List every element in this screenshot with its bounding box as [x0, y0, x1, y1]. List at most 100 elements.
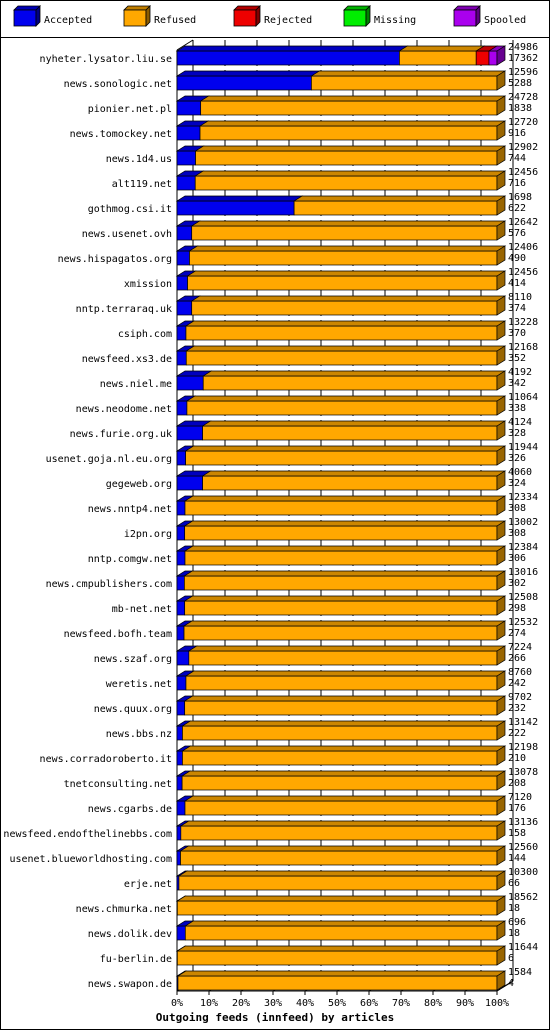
- bar-side: [496, 720, 506, 741]
- category-label: alt119.net: [112, 179, 172, 190]
- bar-side: [496, 220, 506, 241]
- category-label: usenet.blueworldhosting.com: [9, 854, 172, 865]
- bar-top-accepted: [175, 195, 304, 202]
- bar-top-refused: [183, 695, 507, 702]
- category-label: news.cgarbs.de: [88, 804, 172, 815]
- category-label: gothmog.csi.it: [88, 204, 172, 215]
- bar-segment-accepted: [176, 525, 186, 541]
- bar-top-refused: [194, 170, 507, 177]
- bar-side: [496, 820, 506, 841]
- value-label-second: 622: [508, 203, 526, 214]
- legend-swatch-side: [145, 5, 151, 27]
- bar-top-refused: [184, 445, 507, 452]
- bar-segment-accepted: [176, 475, 203, 491]
- value-label-second: 274: [508, 628, 526, 639]
- value-label-second: 324: [508, 478, 526, 489]
- bar-top-refused: [176, 945, 507, 952]
- bar-top-refused: [182, 620, 507, 627]
- value-label-total: 11644: [508, 942, 538, 953]
- bar-segment-refused: [185, 350, 498, 366]
- bar-segment-refused: [200, 100, 498, 116]
- bar-top-refused: [183, 520, 507, 527]
- x-axis-end: [496, 980, 514, 992]
- legend-swatch: [123, 9, 147, 27]
- value-label-second: 208: [508, 778, 526, 789]
- bar-side: [496, 70, 506, 91]
- value-label-second: 18: [508, 928, 520, 939]
- bar-side: [496, 595, 506, 616]
- value-label-total: 12508: [508, 592, 538, 603]
- bar-top-refused: [186, 270, 507, 277]
- bar-segment-accepted: [176, 350, 187, 366]
- legend-label: Refused: [154, 15, 196, 26]
- bar-segment-refused: [176, 950, 498, 966]
- bar-top-refused: [184, 920, 507, 927]
- bar-segment-refused: [180, 850, 498, 866]
- value-label-total: 1584: [508, 967, 532, 978]
- value-label-total: 13142: [508, 717, 538, 728]
- bar-side: [496, 245, 506, 266]
- category-label: news.usenet.ovh: [82, 229, 172, 240]
- value-label-second: 414: [508, 278, 526, 289]
- x-tick-label: 10%: [200, 998, 218, 1009]
- bar-segment-accepted: [176, 850, 181, 866]
- bar-side: [496, 570, 506, 591]
- value-label-total: 4124: [508, 417, 532, 428]
- bar-top-refused: [176, 970, 507, 977]
- value-label-total: 12596: [508, 67, 538, 78]
- bar-top-refused: [190, 295, 507, 302]
- value-label-total: 10300: [508, 867, 538, 878]
- legend-swatch-side: [255, 5, 261, 27]
- bar-segment-accepted: [176, 300, 193, 316]
- x-tick-label: 70%: [392, 998, 410, 1009]
- bar-side: [496, 795, 506, 816]
- bar-side: [496, 45, 506, 66]
- category-label: news.bbs.nz: [106, 729, 172, 740]
- category-label: news.1d4.us: [106, 154, 172, 165]
- bar-side: [496, 295, 506, 316]
- bar-segment-refused: [176, 900, 498, 916]
- value-label-second: 328: [508, 428, 526, 439]
- bar-segment-refused: [184, 925, 498, 941]
- value-label-second: 308: [508, 528, 526, 539]
- x-tick-label: 0%: [171, 998, 183, 1009]
- bar-side: [496, 395, 506, 416]
- value-label-second: 374: [508, 303, 526, 314]
- bar-side: [496, 770, 506, 791]
- value-label-total: 24728: [508, 92, 538, 103]
- bar-side: [496, 545, 506, 566]
- bar-segment-refused: [183, 625, 498, 641]
- bar-segment-refused: [184, 800, 498, 816]
- value-label-total: 12456: [508, 167, 538, 178]
- bar-side: [496, 945, 506, 966]
- bar-top-refused: [398, 45, 486, 52]
- value-label-second: 916: [508, 128, 526, 139]
- bar-segment-refused: [184, 700, 498, 716]
- legend-swatch-side: [365, 5, 371, 27]
- category-label: i2pn.org: [124, 529, 172, 540]
- bar-segment-accepted: [176, 425, 203, 441]
- value-label-total: 12642: [508, 217, 538, 228]
- value-label-second: 302: [508, 578, 526, 589]
- value-label-second: 352: [508, 353, 526, 364]
- bar-segment-accepted: [176, 400, 188, 416]
- category-label: xmission: [124, 279, 172, 290]
- value-label-second: 210: [508, 753, 526, 764]
- value-label-total: 4192: [508, 367, 532, 378]
- legend-item-spooled: Spooled: [453, 5, 526, 27]
- category-label: news.szaf.org: [94, 654, 172, 665]
- value-label-second: 266: [508, 653, 526, 664]
- bar-top-refused: [201, 470, 507, 477]
- bar-segment-accepted: [176, 725, 183, 741]
- bar-segment-accepted: [176, 550, 186, 566]
- bar-top-refused: [185, 345, 507, 352]
- category-label: newsfeed.bofh.team: [64, 629, 172, 640]
